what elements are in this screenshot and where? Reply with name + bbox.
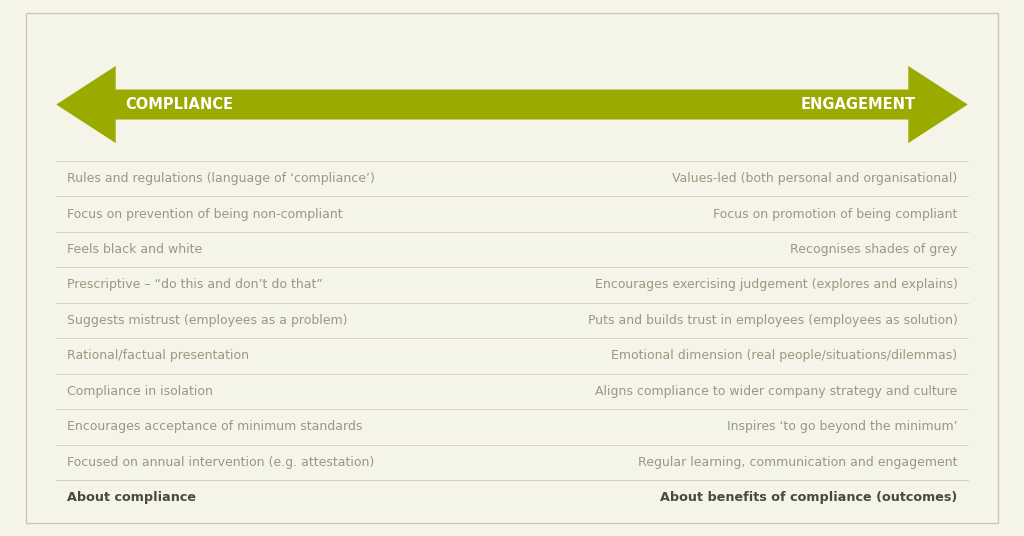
Text: Focused on annual intervention (e.g. attestation): Focused on annual intervention (e.g. att… [67,456,374,469]
Text: Focus on promotion of being compliant: Focus on promotion of being compliant [713,207,957,220]
Polygon shape [56,66,968,143]
Text: Compliance in isolation: Compliance in isolation [67,385,212,398]
Text: Suggests mistrust (employees as a problem): Suggests mistrust (employees as a proble… [67,314,347,327]
Text: About compliance: About compliance [67,492,196,504]
Text: Inspires ‘to go beyond the minimum’: Inspires ‘to go beyond the minimum’ [727,420,957,434]
Text: Focus on prevention of being non-compliant: Focus on prevention of being non-complia… [67,207,342,220]
Text: Puts and builds trust in employees (employees as solution): Puts and builds trust in employees (empl… [588,314,957,327]
Text: Aligns compliance to wider company strategy and culture: Aligns compliance to wider company strat… [595,385,957,398]
Text: Encourages exercising judgement (explores and explains): Encourages exercising judgement (explore… [595,279,957,292]
Text: Emotional dimension (real people/situations/dilemmas): Emotional dimension (real people/situati… [611,349,957,362]
Text: Encourages acceptance of minimum standards: Encourages acceptance of minimum standar… [67,420,361,434]
Text: Values-led (both personal and organisational): Values-led (both personal and organisati… [672,172,957,185]
Text: Regular learning, communication and engagement: Regular learning, communication and enga… [638,456,957,469]
Text: Rules and regulations (language of ‘compliance’): Rules and regulations (language of ‘comp… [67,172,375,185]
Text: About benefits of compliance (outcomes): About benefits of compliance (outcomes) [660,492,957,504]
Text: Prescriptive – “do this and don’t do that”: Prescriptive – “do this and don’t do tha… [67,279,323,292]
Text: Feels black and white: Feels black and white [67,243,202,256]
Text: Recognises shades of grey: Recognises shades of grey [791,243,957,256]
Text: COMPLIANCE: COMPLIANCE [125,97,233,112]
Text: Rational/factual presentation: Rational/factual presentation [67,349,249,362]
Text: ENGAGEMENT: ENGAGEMENT [801,97,915,112]
